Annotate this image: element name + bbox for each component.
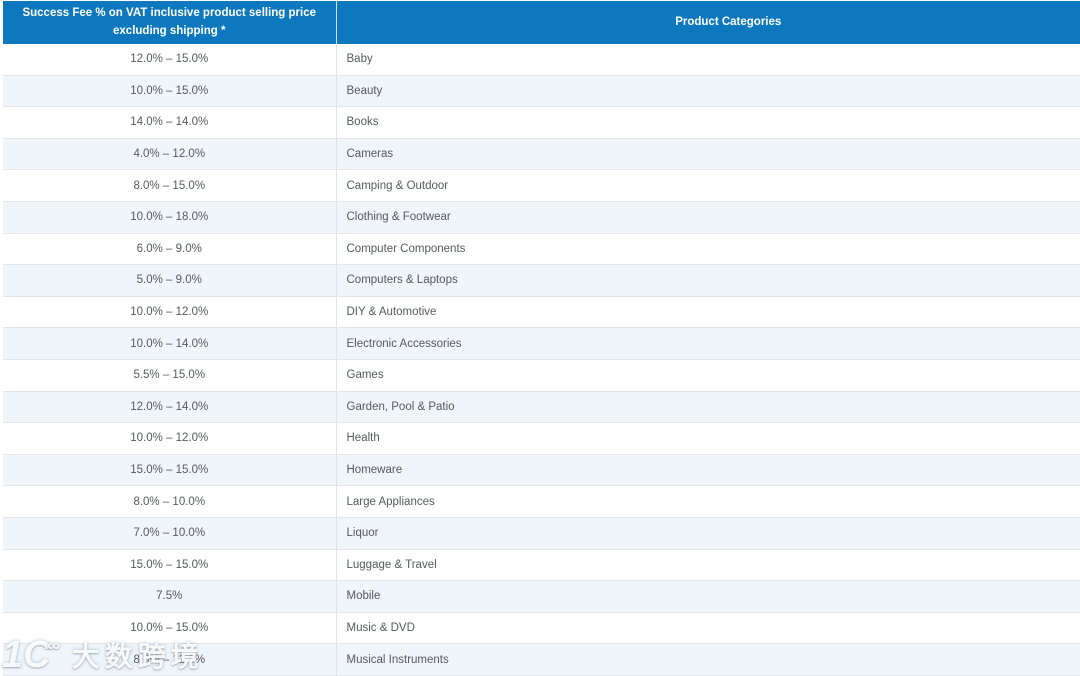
table-body: 12.0% – 15.0% Baby 10.0% – 15.0% Beauty 14.0… (3, 44, 1080, 676)
category-cell: Electronic Accessories (336, 327, 1080, 360)
table-row: 12.0% – 15.0% Baby (3, 44, 1080, 76)
fee-range-cell: 12.0% – 14.0% (3, 391, 337, 424)
table-row: 6.0% – 9.0% Computer Components (3, 233, 1080, 266)
table-row: 10.0% – 15.0% Beauty (3, 75, 1080, 108)
category-cell: Games (336, 359, 1080, 392)
fee-range-cell: 8.0% – 12.0% (3, 643, 337, 676)
table-row: 10.0% – 12.0% DIY & Automotive (3, 296, 1080, 329)
table-header: Success Fee % on VAT inclusive product s… (3, 1, 1080, 44)
table-row: 15.0% – 15.0% Luggage & Travel (3, 549, 1080, 582)
fee-range-cell: 14.0% – 14.0% (3, 106, 337, 139)
category-cell: Computers & Laptops (336, 264, 1080, 297)
table-row: 15.0% – 15.0% Homeware (3, 454, 1080, 487)
fee-range-cell: 12.0% – 15.0% (3, 44, 337, 76)
fee-range-cell: 10.0% – 15.0% (3, 612, 337, 645)
fee-range-cell: 6.0% – 9.0% (3, 233, 337, 266)
fee-column-header-line2: excluding shipping * (113, 24, 226, 37)
fees-table-container: Success Fee % on VAT inclusive product s… (3, 1, 1080, 676)
category-cell: Garden, Pool & Patio (336, 391, 1080, 424)
category-cell: Books (336, 106, 1080, 139)
category-cell: Music & DVD (336, 612, 1080, 645)
fee-range-cell: 15.0% – 15.0% (3, 549, 337, 582)
fee-range-cell: 8.0% – 15.0% (3, 169, 337, 202)
fee-range-cell: 5.0% – 9.0% (3, 264, 337, 297)
header-row: Success Fee % on VAT inclusive product s… (3, 1, 1080, 44)
success-fees-table: Success Fee % on VAT inclusive product s… (3, 1, 1080, 676)
table-row: 10.0% – 18.0% Clothing & Footwear (3, 201, 1080, 234)
category-cell: Large Appliances (336, 485, 1080, 518)
category-cell: Health (336, 422, 1080, 455)
category-cell: Baby (336, 44, 1080, 76)
table-row: 10.0% – 14.0% Electronic Accessories (3, 327, 1080, 360)
category-cell: Musical Instruments (336, 643, 1080, 676)
table-row: 12.0% – 14.0% Garden, Pool & Patio (3, 391, 1080, 424)
fee-range-cell: 5.5% – 15.0% (3, 359, 337, 392)
table-row: 8.0% – 15.0% Camping & Outdoor (3, 169, 1080, 202)
category-column-header: Product Categories (336, 1, 1080, 44)
table-row: 8.0% – 12.0% Musical Instruments (3, 643, 1080, 676)
table-row: 7.0% – 10.0% Liquor (3, 517, 1080, 550)
fee-range-cell: 10.0% – 15.0% (3, 75, 337, 108)
fee-column-header-line1: Success Fee % on VAT inclusive product s… (22, 6, 317, 19)
fee-column-header: Success Fee % on VAT inclusive product s… (3, 1, 337, 44)
category-cell: Computer Components (336, 233, 1080, 266)
category-cell: Mobile (336, 580, 1080, 613)
table-row: 7.5% Mobile (3, 580, 1080, 613)
category-cell: Homeware (336, 454, 1080, 487)
category-cell: Cameras (336, 138, 1080, 171)
fee-range-cell: 10.0% – 12.0% (3, 296, 337, 329)
fee-range-cell: 4.0% – 12.0% (3, 138, 337, 171)
table-row: 14.0% – 14.0% Books (3, 106, 1080, 139)
fee-range-cell: 10.0% – 12.0% (3, 422, 337, 455)
table-row: 10.0% – 12.0% Health (3, 422, 1080, 455)
fee-range-cell: 7.5% (3, 580, 337, 613)
category-cell: Liquor (336, 517, 1080, 550)
fee-range-cell: 10.0% – 14.0% (3, 327, 337, 360)
fee-range-cell: 8.0% – 10.0% (3, 485, 337, 518)
category-cell: Beauty (336, 75, 1080, 108)
table-row: 4.0% – 12.0% Cameras (3, 138, 1080, 171)
table-row: 5.0% – 9.0% Computers & Laptops (3, 264, 1080, 297)
category-cell: DIY & Automotive (336, 296, 1080, 329)
table-row: 8.0% – 10.0% Large Appliances (3, 485, 1080, 518)
fee-range-cell: 10.0% – 18.0% (3, 201, 337, 234)
fee-range-cell: 15.0% – 15.0% (3, 454, 337, 487)
fee-range-cell: 7.0% – 10.0% (3, 517, 337, 550)
table-row: 10.0% – 15.0% Music & DVD (3, 612, 1080, 645)
table-row: 5.5% – 15.0% Games (3, 359, 1080, 392)
category-cell: Luggage & Travel (336, 549, 1080, 582)
category-cell: Clothing & Footwear (336, 201, 1080, 234)
category-cell: Camping & Outdoor (336, 169, 1080, 202)
